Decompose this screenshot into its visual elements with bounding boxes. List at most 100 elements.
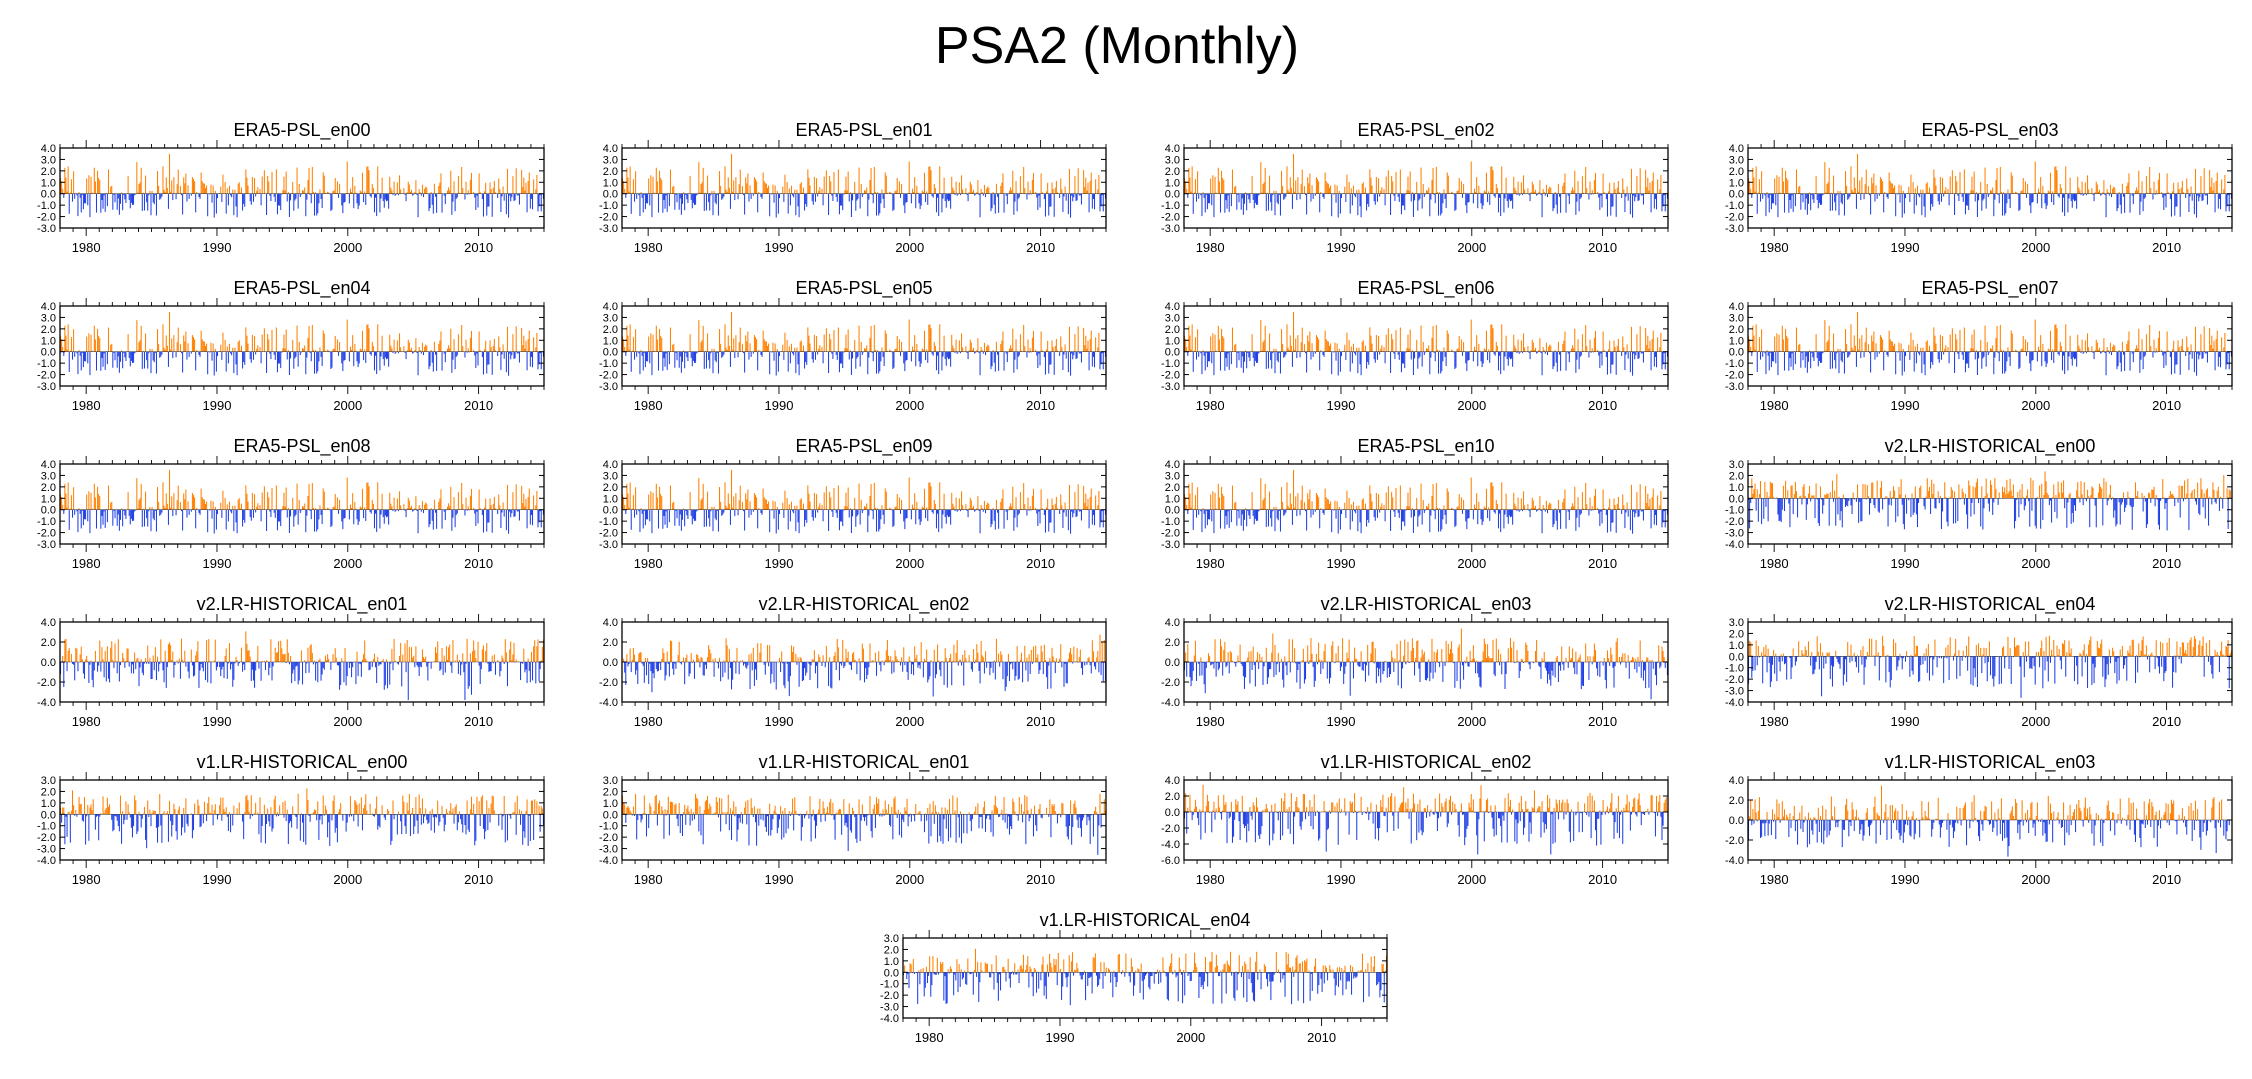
y-tick-label: -2.0 <box>599 370 618 382</box>
bar <box>245 169 247 194</box>
bar <box>526 509 528 529</box>
bar <box>102 509 104 525</box>
x-tick-label: 2000 <box>333 556 362 571</box>
bar <box>167 509 169 525</box>
bar <box>1986 342 1988 352</box>
bar <box>700 342 702 352</box>
bar <box>1931 351 1933 362</box>
bar <box>915 351 917 367</box>
bar <box>2225 193 2227 212</box>
y-tick-label: -1.0 <box>599 358 618 370</box>
bar <box>1649 182 1651 194</box>
bar <box>873 324 875 352</box>
bar <box>1826 184 1828 194</box>
bar <box>959 193 961 196</box>
bar <box>703 351 705 369</box>
bar <box>1639 168 1641 194</box>
bar <box>294 351 296 359</box>
bar <box>127 176 129 194</box>
bar <box>829 333 831 352</box>
bar <box>516 509 518 512</box>
bar <box>832 351 834 360</box>
bar <box>1088 193 1090 213</box>
bar <box>95 509 98 529</box>
bar <box>275 169 277 194</box>
bar <box>1407 176 1409 194</box>
bar <box>129 351 131 367</box>
bar <box>1017 193 1019 199</box>
bar <box>771 509 773 511</box>
bar <box>982 193 984 196</box>
bar <box>1809 350 1811 352</box>
bar <box>828 193 830 215</box>
bar <box>292 339 294 352</box>
bar <box>1903 193 1905 214</box>
bar <box>1397 193 1399 197</box>
bar <box>1958 351 1960 360</box>
bar <box>784 332 786 352</box>
bar <box>86 336 88 352</box>
bar <box>297 351 299 367</box>
bar <box>845 334 847 352</box>
bar <box>2031 193 2033 203</box>
bar <box>86 494 88 510</box>
bar <box>361 330 363 352</box>
bar <box>2081 181 2083 194</box>
bar <box>883 351 885 367</box>
bar <box>107 485 109 510</box>
bar <box>647 193 649 204</box>
bar <box>299 509 301 513</box>
bar <box>1610 193 1612 216</box>
bar <box>1251 334 1253 352</box>
bar <box>1948 351 1950 364</box>
bar <box>1054 345 1056 352</box>
bar <box>450 328 452 352</box>
bar <box>488 351 490 365</box>
bar <box>491 351 493 375</box>
bar <box>1957 193 1959 196</box>
bar <box>530 193 532 199</box>
bar <box>484 507 486 510</box>
bar <box>797 351 799 365</box>
bar <box>2005 193 2007 214</box>
bar <box>1863 193 1865 200</box>
bar <box>1253 351 1255 367</box>
bar <box>1497 193 1499 213</box>
bar <box>1048 351 1050 374</box>
bar <box>996 193 999 197</box>
bar <box>1913 193 1915 214</box>
bar <box>1991 190 1993 194</box>
bar <box>1219 351 1222 371</box>
bar <box>417 193 419 218</box>
bar <box>1809 192 1811 194</box>
bar <box>738 342 740 352</box>
bar <box>354 185 356 194</box>
bar <box>704 192 706 194</box>
bar <box>479 350 481 352</box>
bar <box>440 173 442 194</box>
bar <box>403 346 405 352</box>
bar <box>1577 339 1579 352</box>
bar <box>305 193 307 217</box>
bar <box>1385 334 1387 352</box>
bar <box>1973 329 1975 352</box>
bar <box>407 181 409 194</box>
bar <box>1188 167 1190 194</box>
bar <box>680 509 682 531</box>
bar <box>1843 193 1845 216</box>
bar <box>1064 344 1066 352</box>
bar <box>285 171 287 194</box>
bar <box>1434 351 1436 362</box>
bar <box>865 348 867 352</box>
bar <box>464 509 466 516</box>
bar <box>1370 177 1372 194</box>
bar <box>1207 351 1210 362</box>
bar <box>387 351 389 359</box>
bar <box>2149 167 2151 194</box>
bar <box>796 505 798 510</box>
bar <box>302 190 304 194</box>
y-tick-label: 1.0 <box>41 493 56 505</box>
bar <box>1015 181 1017 194</box>
bar <box>2016 350 2018 352</box>
bar <box>1319 193 1321 213</box>
